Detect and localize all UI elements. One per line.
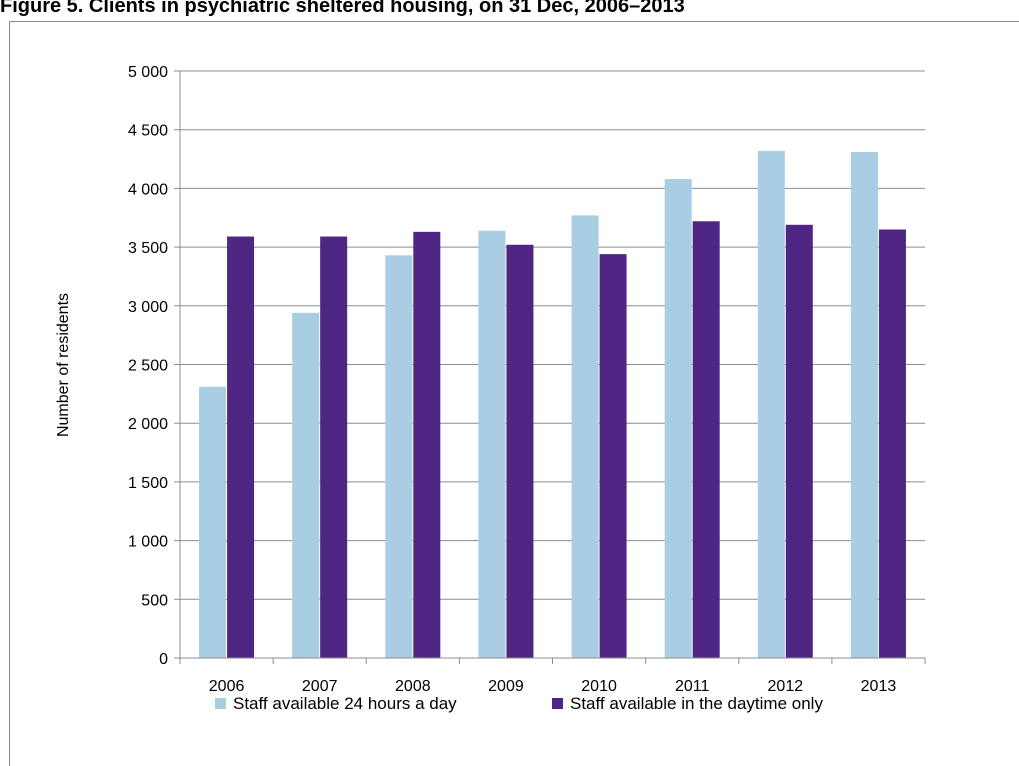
x-tick-label: 2006 [209,678,245,695]
y-tick-label: 4 000 [128,181,168,198]
x-tick-label: 2013 [861,678,897,695]
y-axis-title: Number of residents [55,293,72,437]
chart-frame [9,21,1019,766]
bar-daytime-2006 [227,236,255,658]
legend-label-24h: Staff available 24 hours a day [233,694,457,713]
y-tick-label: 5 000 [128,64,168,81]
bar-daytime-2008 [413,231,441,658]
y-tick-label: 3 000 [128,299,168,316]
bar-daytime-2010 [599,254,627,659]
y-tick-label: 3 500 [128,240,168,257]
tick-labels: 0 500 1 000 1 500 2 000 2 500 3 000 3 500 4 000 4… [128,64,896,695]
x-tick-label: 2009 [488,678,524,695]
y-tick-label: 1 000 [128,534,168,551]
bar-24h-2008 [385,255,413,658]
bar-daytime-2012 [785,224,813,658]
bar-24h-2013 [850,152,878,659]
bar-24h-2009 [478,230,506,658]
legend: Staff available 24 hours a day Staff ava… [215,694,823,713]
bar-24h-2010 [571,215,599,659]
x-tick-label: 2007 [302,678,338,695]
x-tick-label: 2010 [581,678,617,695]
bar-daytime-2013 [878,229,906,659]
legend-swatch-daytime [552,698,563,709]
y-tick-label: 2 000 [128,416,168,433]
bar-24h-2011 [664,179,692,658]
bar-24h-2006 [199,386,227,658]
legend-swatch-24h [215,698,226,709]
bar-daytime-2007 [320,236,348,658]
x-tick-label: 2012 [768,678,804,695]
bar-24h-2007 [292,312,320,658]
bar-daytime-2011 [692,221,720,658]
legend-label-daytime: Staff available in the daytime only [570,694,823,713]
bar-daytime-2009 [506,244,534,658]
x-tick-label: 2008 [395,678,431,695]
y-tick-label: 500 [141,592,168,609]
y-tick-label: 2 500 [128,358,168,375]
bar-24h-2012 [757,150,785,658]
x-tick-label: 2011 [675,678,710,695]
y-tick-label: 0 [159,651,168,668]
y-tick-label: 1 500 [128,475,168,492]
bars [199,150,906,659]
y-tick-label: 4 500 [128,123,168,140]
gridlines [180,70,925,600]
page-title: Figure 5. Clients in psychiatric shelter… [0,0,685,17]
axes [174,70,926,664]
